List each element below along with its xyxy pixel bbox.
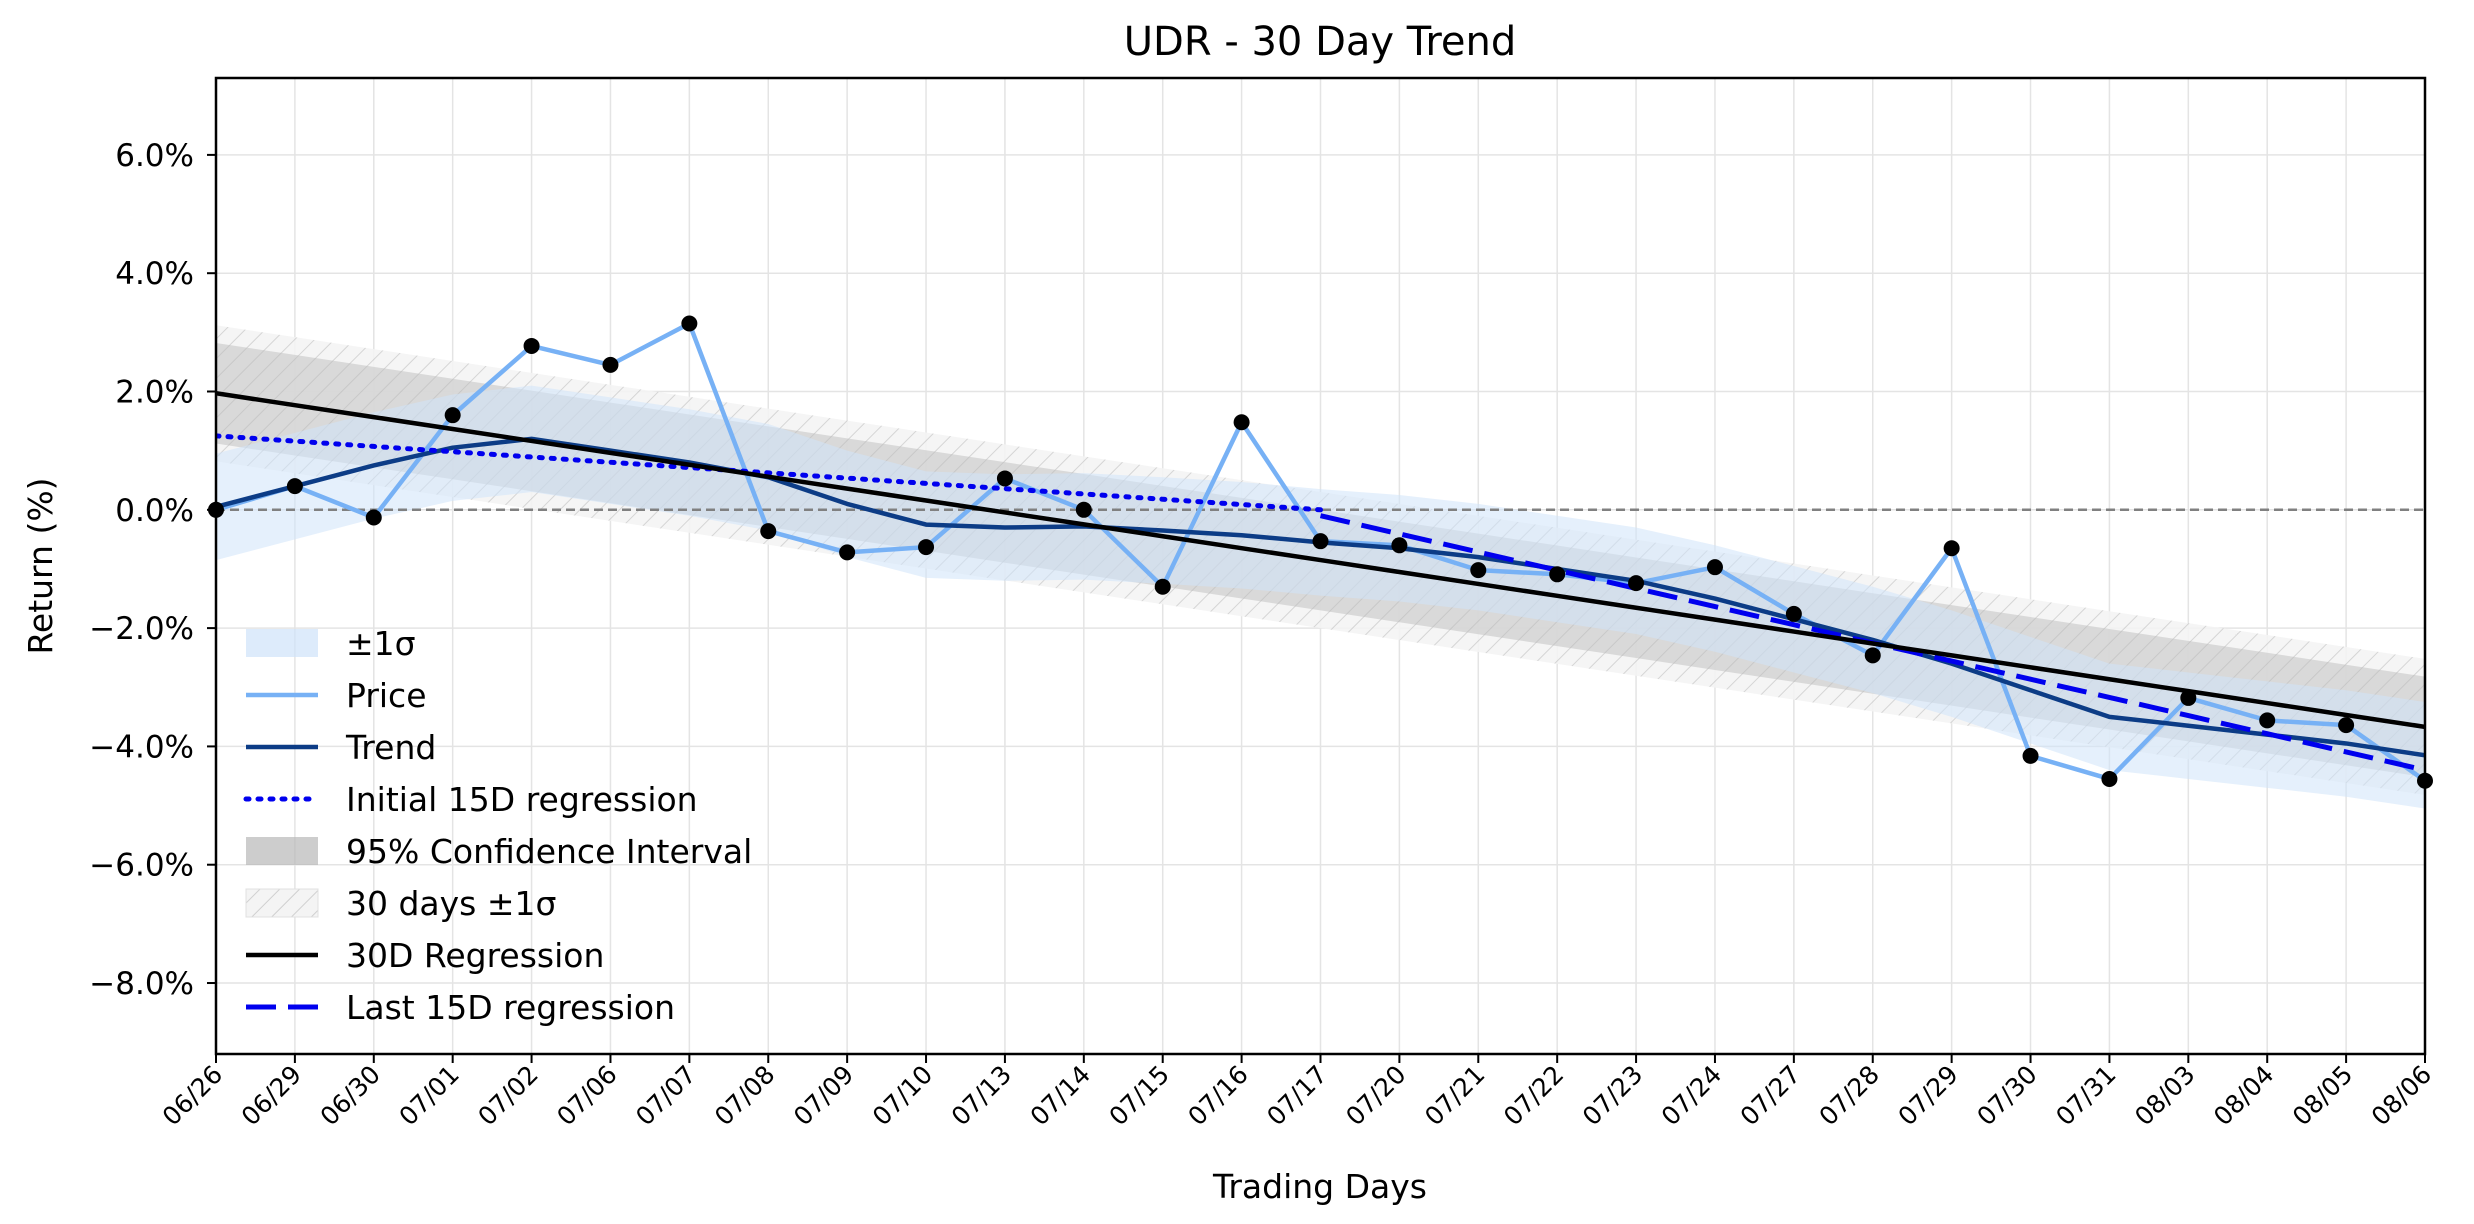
legend-swatch xyxy=(246,629,318,657)
legend: ±1σ Price Trend Initial 15D regression 95% C… xyxy=(243,624,752,1027)
legend-label: Last 15D regression xyxy=(346,988,675,1027)
x-axis-ticks: 06/26 06/29 06/30 07/01 07/02 07/06 07/07 07/08… xyxy=(157,1054,2437,1131)
x-tick-label: 07/29 xyxy=(1892,1060,1963,1131)
x-axis-label: Trading Days xyxy=(1212,1167,1427,1206)
y-axis-ticks: 6.0% 4.0% 2.0% 0.0% −2.0% −4.0% −6.0% −8.0% xyxy=(89,138,216,1002)
price-point xyxy=(1706,559,1723,576)
y-tick-label: −4.0% xyxy=(89,729,194,765)
y-tick-label: −6.0% xyxy=(89,848,194,884)
band-1 xyxy=(216,385,2425,809)
chart-title: UDR - 30 Day Trend xyxy=(1124,19,1517,65)
series-lines xyxy=(216,321,2425,783)
price-point xyxy=(918,539,935,556)
price-points xyxy=(208,315,2433,789)
y-tick-label: 4.0% xyxy=(115,256,194,292)
x-tick-label: 07/16 xyxy=(1182,1060,1253,1131)
x-tick-label: 06/29 xyxy=(236,1060,307,1131)
legend-label: 30D Regression xyxy=(346,936,604,975)
legend-label: ±1σ xyxy=(346,624,416,663)
x-tick-label: 07/09 xyxy=(788,1060,859,1131)
price-point xyxy=(1549,566,1566,583)
legend-label: 95% Confidence Interval xyxy=(346,832,752,871)
price-point xyxy=(2259,712,2276,729)
x-tick-label: 06/30 xyxy=(315,1060,386,1131)
series-initial-15d-regression xyxy=(216,433,1323,513)
price-point xyxy=(1943,540,1960,557)
legend-label: Price xyxy=(346,676,427,715)
legend-swatch xyxy=(246,837,318,865)
legend-label: Initial 15D regression xyxy=(346,780,698,819)
x-tick-label: 07/20 xyxy=(1340,1060,1411,1131)
x-tick-label: 07/30 xyxy=(1971,1060,2042,1131)
y-axis-label: Return (%) xyxy=(21,477,60,654)
price-point xyxy=(1391,537,1408,554)
price-point xyxy=(523,337,540,354)
x-tick-label: 07/24 xyxy=(1656,1060,1727,1131)
price-point xyxy=(1075,501,1092,518)
price-point xyxy=(1312,533,1329,550)
price-point xyxy=(602,356,619,373)
series-30d-regression xyxy=(216,391,2425,730)
price-point xyxy=(1785,605,1802,622)
x-tick-label: 07/15 xyxy=(1104,1060,1175,1131)
x-tick-label: 07/31 xyxy=(2050,1060,2121,1131)
x-tick-label: 08/06 xyxy=(2366,1060,2437,1131)
price-point xyxy=(681,315,698,332)
legend-label: 30 days ±1σ xyxy=(346,884,556,923)
legend-swatch xyxy=(245,888,319,918)
x-tick-label: 07/01 xyxy=(393,1060,464,1131)
price-point xyxy=(996,470,1013,487)
legend-label: Trend xyxy=(345,728,436,767)
price-point xyxy=(286,478,303,495)
y-tick-label: −2.0% xyxy=(89,611,194,647)
x-tick-label: 07/27 xyxy=(1735,1060,1806,1131)
x-tick-label: 07/02 xyxy=(472,1060,543,1131)
y-tick-label: −8.0% xyxy=(89,966,194,1002)
x-tick-label: 07/22 xyxy=(1498,1060,1569,1131)
price-point xyxy=(1864,647,1881,664)
x-tick-label: 07/10 xyxy=(867,1060,938,1131)
x-tick-label: 08/03 xyxy=(2129,1060,2200,1131)
price-point xyxy=(365,509,382,526)
x-tick-label: 07/21 xyxy=(1419,1060,1490,1131)
x-tick-label: 07/28 xyxy=(1814,1060,1885,1131)
price-point xyxy=(2338,717,2355,734)
x-tick-label: 07/14 xyxy=(1025,1060,1096,1131)
x-tick-label: 07/23 xyxy=(1577,1060,1648,1131)
x-tick-label: 07/07 xyxy=(630,1060,701,1131)
x-tick-label: 07/08 xyxy=(709,1060,780,1131)
price-point xyxy=(839,544,856,561)
y-tick-label: 2.0% xyxy=(115,375,194,411)
price-point xyxy=(1233,414,1250,431)
x-tick-label: 07/17 xyxy=(1261,1060,1332,1131)
x-tick-label: 08/05 xyxy=(2287,1060,2358,1131)
price-point xyxy=(2180,689,2197,706)
y-tick-label: 6.0% xyxy=(115,138,194,174)
y-tick-label: 0.0% xyxy=(115,493,194,529)
x-tick-label: 07/13 xyxy=(946,1060,1017,1131)
price-point xyxy=(760,523,777,540)
price-point xyxy=(2022,747,2039,764)
price-point xyxy=(1628,575,1645,592)
x-tick-label: 08/04 xyxy=(2208,1060,2279,1131)
x-tick-label: 06/26 xyxy=(157,1060,228,1131)
price-point xyxy=(2101,770,2118,787)
price-point xyxy=(1154,578,1171,595)
price-point xyxy=(1470,562,1487,579)
price-point xyxy=(444,407,461,424)
x-tick-label: 07/06 xyxy=(551,1060,622,1131)
